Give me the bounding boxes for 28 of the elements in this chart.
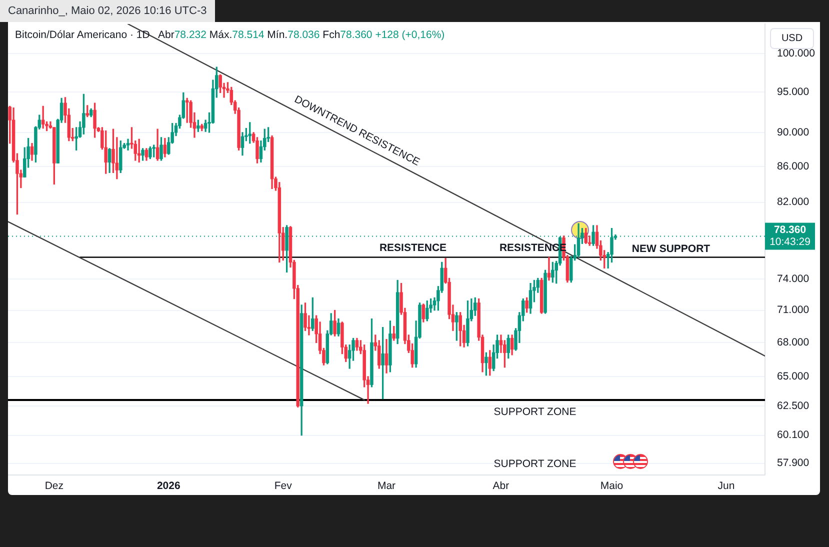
x-tick-label: Fev: [274, 480, 293, 492]
x-tick-label: Mar: [377, 480, 396, 492]
x-tick-label: Maio: [600, 480, 624, 492]
y-tick-label: 90.000: [777, 126, 810, 138]
y-tick-label: 60.100: [777, 429, 810, 442]
y-tick-label: 68.000: [777, 336, 810, 349]
y-tick-label: 95.000: [777, 86, 810, 98]
y-tick-label: 62.500: [777, 400, 810, 412]
text: Bitcoin/Dólar Americano · 1D: [15, 29, 150, 41]
annotation: NEW SUPPORT: [632, 242, 711, 255]
y-tick-label: 74.000: [777, 273, 810, 286]
text: Canarinho_, Maio 02, 2026 10:16 UTC-3: [0, 0, 215, 22]
ref-line-label: 78.360 10:43:29: [770, 224, 811, 248]
annotation: RESISTENCE: [379, 242, 447, 254]
y-tick-label: 100.000: [777, 47, 816, 60]
annotation: SUPPORT ZONE: [494, 406, 576, 418]
text: Abr78.232 Máx.78.514 Mín.78.036 Fch78.360 +128 (+0,16%): [158, 29, 445, 41]
y-axis-title: USD: [770, 28, 814, 49]
y-tick-label: 65.000: [777, 370, 810, 382]
x-tick-label: 2026: [156, 480, 180, 492]
x-tick-label: Dez: [44, 480, 64, 492]
annotation: SUPPORT ZONE: [494, 458, 576, 470]
y-tick-label: 82.000: [777, 196, 810, 208]
y-tick-label: 86.000: [777, 160, 810, 172]
x-tick-label: Jun: [718, 480, 735, 492]
y-tick-label: 71.000: [777, 304, 810, 316]
y-tick-label: 57.900: [777, 457, 810, 470]
x-tick-label: Abr: [492, 480, 510, 492]
